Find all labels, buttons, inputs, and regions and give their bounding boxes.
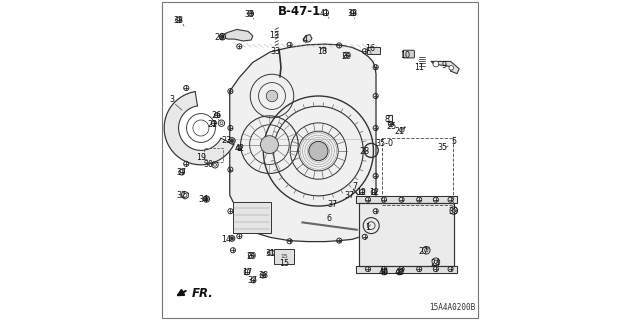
- Polygon shape: [230, 44, 376, 242]
- Ellipse shape: [268, 250, 275, 255]
- Text: 1: 1: [365, 223, 371, 232]
- Circle shape: [449, 66, 453, 70]
- Text: 24: 24: [431, 259, 441, 268]
- Text: 35-0: 35-0: [375, 140, 393, 148]
- Polygon shape: [431, 61, 460, 74]
- Text: 36: 36: [244, 10, 255, 19]
- FancyBboxPatch shape: [367, 47, 380, 54]
- Text: 19: 19: [196, 153, 206, 162]
- Text: 14: 14: [221, 235, 232, 244]
- FancyBboxPatch shape: [274, 249, 294, 264]
- Circle shape: [221, 35, 224, 38]
- Polygon shape: [303, 35, 312, 42]
- Circle shape: [229, 138, 236, 144]
- Text: 26: 26: [211, 111, 221, 120]
- Text: 35: 35: [437, 143, 447, 152]
- Text: 16: 16: [365, 44, 376, 53]
- Text: 21: 21: [394, 127, 404, 136]
- Text: 15: 15: [279, 259, 289, 268]
- Text: 22: 22: [207, 120, 218, 129]
- Text: 33: 33: [271, 47, 281, 56]
- FancyBboxPatch shape: [403, 50, 415, 58]
- Circle shape: [230, 237, 234, 240]
- Circle shape: [434, 260, 438, 263]
- Text: 4: 4: [303, 36, 308, 44]
- Text: 15: 15: [280, 254, 288, 259]
- Text: 29: 29: [341, 52, 352, 61]
- Circle shape: [433, 61, 439, 67]
- Text: 5: 5: [451, 137, 456, 146]
- Text: 25: 25: [386, 122, 396, 131]
- Text: 29: 29: [246, 252, 257, 261]
- Text: 28: 28: [359, 147, 369, 156]
- Text: 3: 3: [170, 95, 175, 104]
- Text: 20: 20: [214, 33, 224, 42]
- Text: 32: 32: [177, 191, 187, 200]
- Text: 37: 37: [177, 168, 187, 177]
- Polygon shape: [164, 92, 234, 165]
- Text: 7: 7: [352, 182, 357, 191]
- Polygon shape: [359, 203, 454, 266]
- Circle shape: [219, 34, 226, 40]
- Text: 40: 40: [379, 268, 389, 277]
- Circle shape: [452, 209, 456, 212]
- Polygon shape: [220, 29, 253, 41]
- Polygon shape: [356, 266, 457, 273]
- Circle shape: [260, 136, 278, 154]
- Text: 31: 31: [266, 249, 275, 258]
- Circle shape: [204, 196, 210, 202]
- Text: 37: 37: [344, 191, 355, 200]
- Text: 9: 9: [441, 61, 447, 70]
- Text: 6: 6: [326, 214, 332, 223]
- Text: 40: 40: [394, 268, 404, 277]
- Text: 34: 34: [198, 195, 208, 204]
- Circle shape: [205, 197, 208, 201]
- FancyBboxPatch shape: [233, 202, 271, 233]
- Circle shape: [187, 114, 215, 142]
- Text: 11: 11: [414, 63, 424, 72]
- Text: 37: 37: [328, 200, 338, 209]
- Text: 38: 38: [258, 271, 268, 280]
- Circle shape: [308, 141, 328, 161]
- Circle shape: [229, 236, 235, 241]
- Circle shape: [214, 163, 216, 166]
- Circle shape: [424, 249, 428, 252]
- Text: B-47-1: B-47-1: [278, 5, 321, 18]
- Text: 13: 13: [269, 31, 280, 40]
- Text: 38: 38: [347, 9, 357, 18]
- Text: 39: 39: [449, 207, 459, 216]
- Text: 42: 42: [234, 144, 244, 153]
- Text: FR.: FR.: [191, 287, 213, 300]
- Text: 38: 38: [173, 16, 184, 25]
- Text: 12: 12: [356, 188, 367, 197]
- Circle shape: [230, 139, 234, 142]
- Text: 17: 17: [242, 268, 252, 277]
- Text: 30: 30: [203, 160, 213, 169]
- Text: 37: 37: [248, 276, 258, 285]
- Text: 10: 10: [400, 52, 410, 60]
- Text: 15A4A0200B: 15A4A0200B: [429, 303, 475, 312]
- Circle shape: [220, 122, 223, 124]
- Text: 18: 18: [317, 47, 328, 56]
- Circle shape: [399, 128, 404, 132]
- Text: 23: 23: [221, 136, 232, 145]
- Text: 27: 27: [418, 247, 428, 256]
- Polygon shape: [356, 196, 457, 203]
- Circle shape: [266, 90, 278, 102]
- Text: 41: 41: [320, 9, 330, 18]
- Text: 8: 8: [384, 115, 389, 124]
- Text: 12: 12: [369, 188, 379, 197]
